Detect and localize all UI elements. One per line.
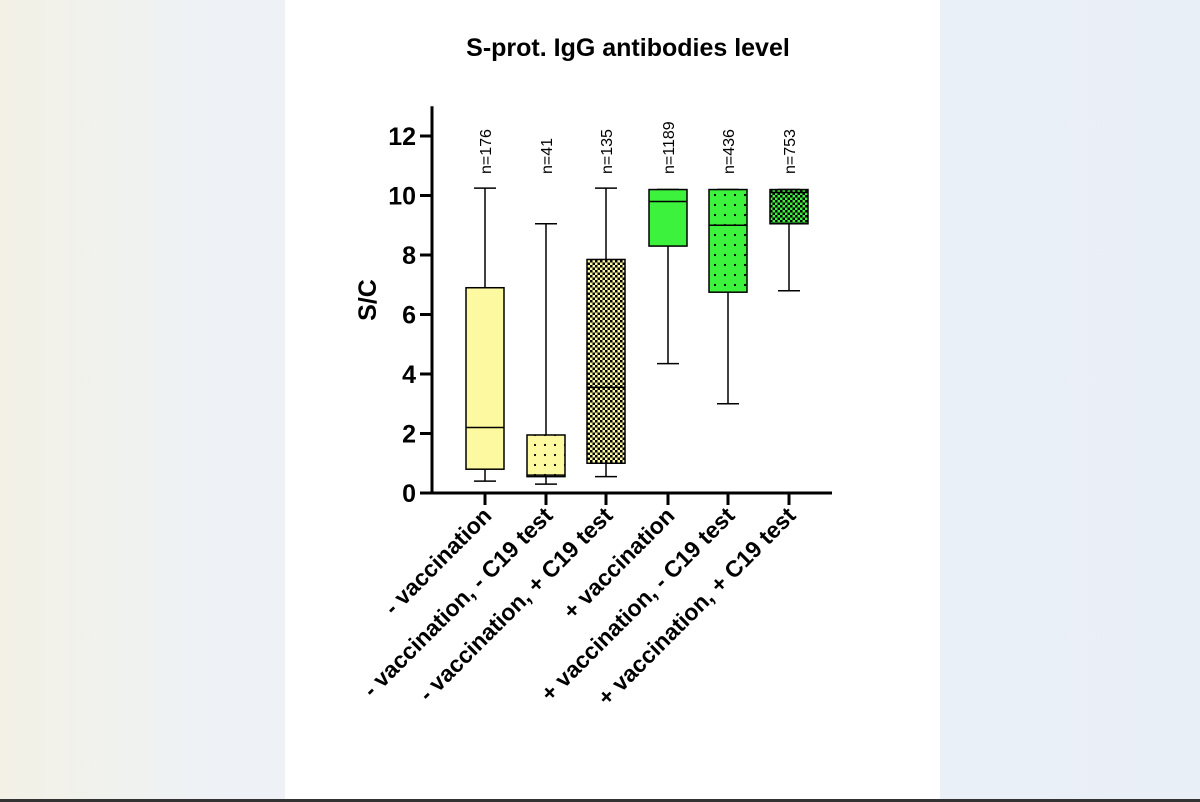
y-tick-label: 2 [402, 421, 416, 449]
box-iqr [769, 188, 809, 225]
box-iqr [648, 188, 688, 247]
box-iqr [586, 258, 626, 464]
n-label: n=41 [539, 138, 556, 174]
y-tick-label: 8 [402, 242, 416, 270]
y-tick-label: 6 [402, 302, 416, 330]
n-label: n=135 [599, 129, 616, 174]
n-label: n=176 [478, 129, 495, 174]
box-group: n=436+ vaccination, - C19 test [535, 129, 748, 706]
box-group: n=41- vaccination, - C19 test [357, 138, 566, 702]
bottom-bar [0, 799, 1200, 802]
chart-title: S-prot. IgG antibodies level [466, 34, 790, 62]
y-tick-label: 0 [402, 480, 416, 508]
y-tick-label: 4 [402, 361, 416, 389]
n-label: n=753 [782, 129, 799, 174]
y-tick-label: 12 [388, 123, 416, 151]
n-label: n=436 [721, 129, 738, 174]
box-iqr [526, 434, 566, 478]
y-axis-label: S/C [354, 279, 382, 321]
y-tick-label: 10 [388, 183, 416, 211]
box-iqr [465, 286, 505, 470]
box-iqr [708, 188, 748, 293]
n-label: n=1189 [661, 121, 678, 174]
